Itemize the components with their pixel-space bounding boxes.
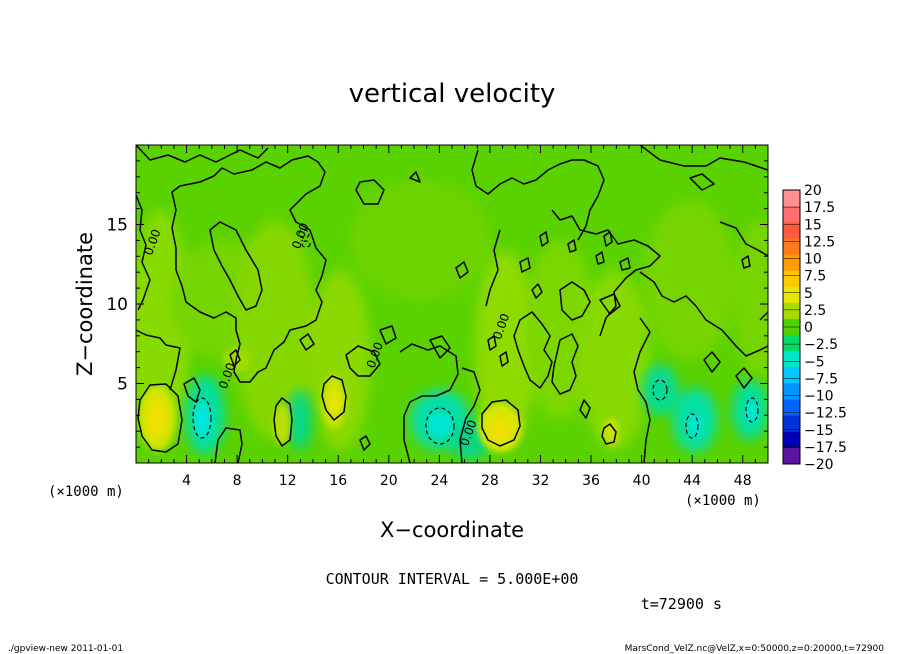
colorbar-label: −2.5 (804, 337, 838, 353)
colorbar-label: 10 (804, 252, 822, 268)
x-unit-left: (×1000 m) (48, 484, 124, 500)
colorbar-swatch (783, 367, 800, 384)
y-tick-label: 15 (106, 216, 128, 236)
y-axis-label: Z−coordinate (73, 232, 97, 376)
y-tick-label: 5 (117, 375, 128, 395)
x-tick-label: 24 (430, 473, 448, 489)
x-tick-label: 32 (532, 473, 550, 489)
colorbar-swatch (783, 254, 800, 272)
colorbar-label: 5 (804, 286, 813, 302)
x-tick-label: 40 (633, 473, 651, 489)
colorbar-label: −7.5 (804, 371, 838, 387)
colorbar-swatch (783, 431, 800, 449)
colorbar-swatch (783, 335, 800, 352)
colorbar-label: −15 (804, 423, 834, 439)
footer-right: MarsCond_VelZ.nc@VelZ,x=0:50000,z=0:2000… (625, 644, 885, 654)
x-tick-label: 8 (233, 473, 242, 489)
colorbar-label: −17.5 (804, 440, 847, 456)
colorbar-label: 2.5 (804, 303, 826, 319)
colorbar-swatch (783, 238, 800, 255)
colorbar-label: 15 (804, 217, 822, 233)
colorbar-label: −5 (804, 354, 825, 370)
zero-contours (136, 145, 768, 463)
x-tick-label: 12 (279, 473, 297, 489)
colorbar-swatch (783, 383, 800, 401)
colorbar-swatch (783, 399, 800, 417)
colorbar-swatch (783, 415, 800, 433)
x-tick-label: 36 (582, 473, 600, 489)
colorbar-label: 7.5 (804, 269, 826, 285)
chart-title: vertical velocity (349, 79, 556, 109)
colorbar-label: 20 (804, 183, 822, 199)
x-tick-label: 28 (481, 473, 499, 489)
y-axis: 5 10 15 (106, 160, 768, 448)
x-unit-right: (×1000 m) (685, 493, 761, 509)
colorbar-swatch (783, 447, 800, 465)
colorbar-label: 0 (804, 320, 813, 336)
colorbar-swatch (783, 302, 800, 320)
colorbar-swatch (783, 270, 800, 288)
colorbar-swatch (783, 351, 800, 368)
footer-left: ./gpview-new 2011-01-01 (8, 644, 123, 654)
x-tick-label: 48 (734, 473, 752, 489)
colorbar-label: −10 (804, 389, 834, 405)
colorbar-swatch (783, 190, 800, 207)
x-tick-label: 16 (329, 473, 347, 489)
colorbar-label: 17.5 (804, 200, 835, 216)
negative-contours (192, 229, 759, 445)
colorbar-swatch (783, 206, 800, 223)
colorbar-label: −20 (804, 457, 834, 473)
x-tick-label: 20 (380, 473, 398, 489)
colorbar-label: 12.5 (804, 234, 835, 250)
y-tick-label: 10 (106, 295, 128, 315)
contour-interval: CONTOUR INTERVAL = 5.000E+00 (326, 570, 579, 588)
colorbar-label: −12.5 (804, 406, 847, 422)
colorbar-swatch (783, 222, 800, 239)
x-axis-label: X−coordinate (380, 518, 524, 542)
time-label: t=72900 s (641, 595, 722, 613)
x-tick-label: 4 (182, 473, 191, 489)
plot-area (136, 145, 768, 463)
x-tick-label: 44 (683, 473, 701, 489)
colorbar-swatch (783, 286, 800, 304)
x-axis: 4 8 12 16 20 24 28 32 36 40 44 48 (148, 145, 756, 489)
